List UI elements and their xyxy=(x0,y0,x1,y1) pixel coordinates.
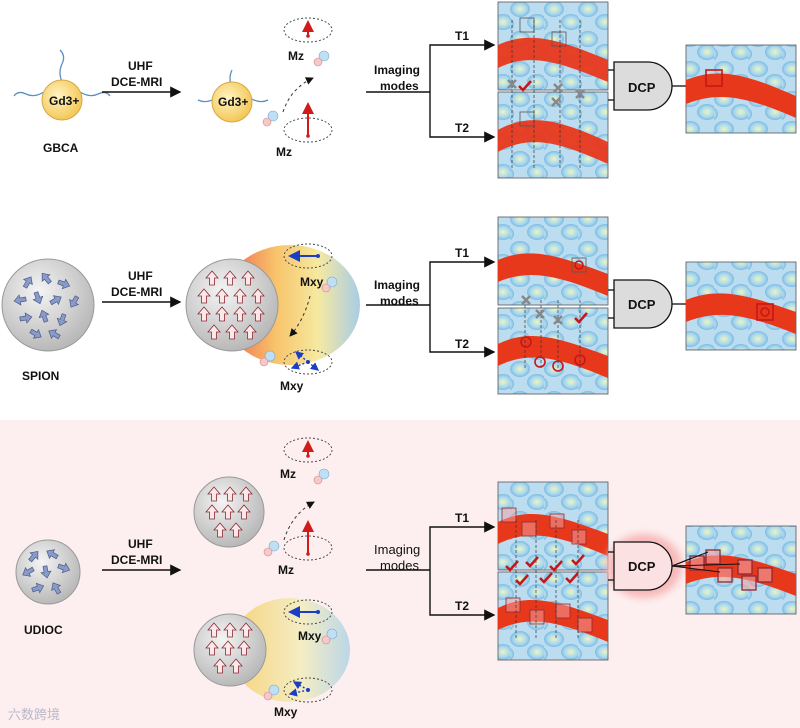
udioc-imaging-bottom: modes xyxy=(380,558,420,573)
spion-particle-right xyxy=(185,258,279,352)
gbca-spin-ellipse-top xyxy=(283,17,333,43)
udioc-moment-mid: Mz xyxy=(278,563,294,577)
gbca-row: Gd3+ GBCA UHF DCE-MRI Gd3+ Mz Mz Imaging… xyxy=(13,1,797,179)
gbca-core-left xyxy=(41,79,83,121)
spion-dcp-gate xyxy=(613,279,673,329)
gbca-arrow-bottom: DCE-MRI xyxy=(111,75,162,89)
gbca-spin-icon xyxy=(262,110,279,127)
spion-branch-t2: T2 xyxy=(455,337,469,351)
gbca-imaging-bottom: modes xyxy=(380,79,419,93)
udioc-dcp-gate xyxy=(613,541,673,591)
gbca-moment-bottom: Mz xyxy=(276,145,292,159)
gbca-spin-ellipse-bottom xyxy=(283,117,333,143)
udioc-moment-top: Mz xyxy=(280,467,296,481)
gbca-core-label: Gd3+ xyxy=(49,94,79,108)
gbca-arrow-top: UHF xyxy=(128,59,153,73)
udioc-field-halo xyxy=(230,598,350,702)
gbca-branch-t1: T1 xyxy=(455,29,469,43)
udioc-imaging-top: Imaging xyxy=(374,542,420,557)
spion-imaging-bottom: modes xyxy=(380,294,419,308)
spion-imaging-top: Imaging xyxy=(374,278,420,292)
watermark-text: 六数跨境 xyxy=(8,708,61,723)
spion-arrow-top: UHF xyxy=(128,269,153,283)
spion-dcp-label: DCP xyxy=(628,297,656,312)
udioc-branch-t2: T2 xyxy=(455,599,469,613)
udioc-moment-bottom: Mxy xyxy=(274,705,298,719)
spion-particle-left xyxy=(1,258,95,352)
spion-agent-label: SPION xyxy=(22,369,59,383)
udioc-row: UDIOC UHF DCE-MRI Mz Mz xyxy=(15,437,797,719)
udioc-dcp-label: DCP xyxy=(628,559,656,574)
gbca-moment-top: Mz xyxy=(288,49,304,63)
spion-branch-t1: T1 xyxy=(455,246,469,260)
udioc-arrow-bottom: DCE-MRI xyxy=(111,553,162,567)
gbca-core-right xyxy=(211,81,253,123)
spion-row: SPION UHF DCE-MRI Mxy Mxy Imaging modes … xyxy=(1,216,797,395)
udioc-agent-label: UDIOC xyxy=(24,623,63,637)
spion-moment-bottom: Mxy xyxy=(280,379,304,393)
spion-arrow-bottom: DCE-MRI xyxy=(111,285,162,299)
gbca-core-right-label: Gd3+ xyxy=(218,95,248,109)
udioc-arrow-top: UHF xyxy=(128,537,153,551)
spion-cross-marks xyxy=(521,295,563,325)
spion-check-mark xyxy=(574,312,588,324)
gbca-agent-label: GBCA xyxy=(43,141,79,155)
gbca-dcp-gate xyxy=(613,61,673,111)
gbca-dcp-label: DCP xyxy=(628,80,656,95)
spion-moment-top: Mxy xyxy=(300,275,324,289)
udioc-check-marks xyxy=(505,554,585,586)
gbca-cross-marks xyxy=(507,79,585,107)
gbca-branch-t2: T2 xyxy=(455,121,469,135)
udioc-branch-t1: T1 xyxy=(455,511,469,525)
gbca-check-mark xyxy=(518,80,532,92)
gbca-imaging-top: Imaging xyxy=(374,63,420,77)
udioc-moment-low: Mxy xyxy=(298,629,322,643)
gbca-spin-top-icon xyxy=(313,50,330,67)
